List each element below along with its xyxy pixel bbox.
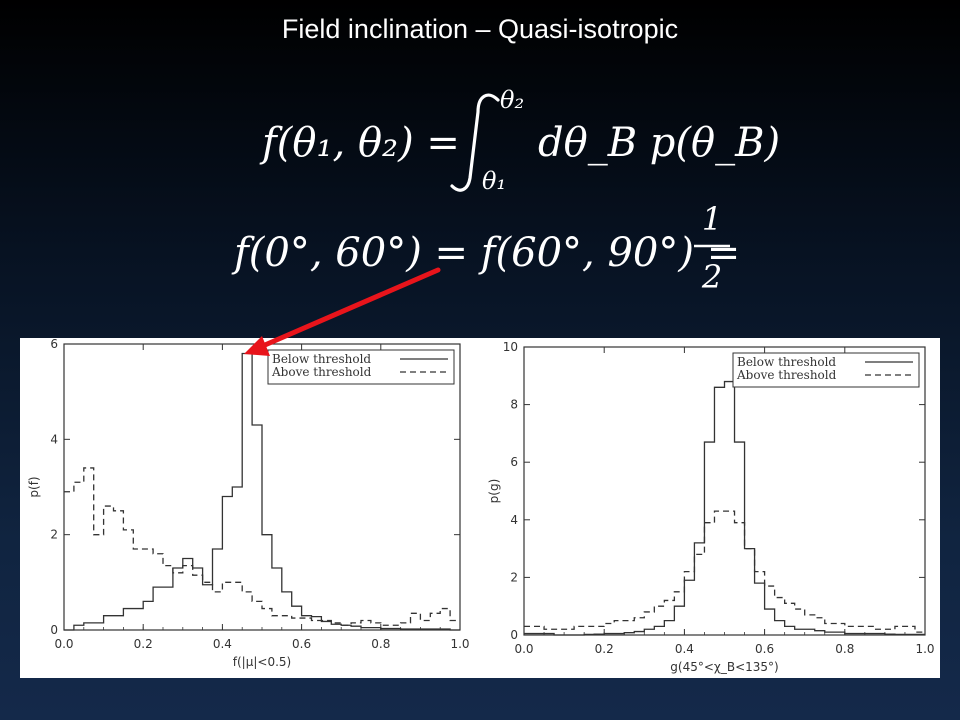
fraction-denominator: 2 [701,258,722,296]
histogram-figure: 0.0 0.2 0.4 0.6 0.8 1.0 0 2 4 6 f(|μ|<0.5) p(f) Belo… [20,338,940,678]
x-tick-label: 1.0 [450,637,469,651]
legend-entry-label: Below threshold [272,352,371,366]
y-tick-label: 2 [510,570,518,584]
y-tick-label: 6 [50,338,58,351]
y-axis-label: p(g) [487,479,501,504]
x-tick-label: 0.6 [292,637,311,651]
integral-lower-limit: θ₁ [482,167,506,195]
y-tick-label: 2 [50,528,58,542]
x-tick-label: 0.8 [371,637,390,651]
legend-entry-label: Above threshold [271,365,372,379]
x-tick-label: 0.0 [514,642,533,656]
integral-upper-limit: θ₂ [500,86,524,114]
series-line-above-threshold [524,511,925,632]
slide-title: Field inclination – Quasi-isotropic [0,14,960,45]
y-tick-label: 4 [50,432,58,446]
series-line-below-threshold [524,382,925,635]
legend-entry-label: Below threshold [737,355,836,369]
x-axis-label: g(45°<χ_B<135°) [670,660,778,674]
plot-frame [524,347,925,635]
integrand: dθ_B p(θ_B) [538,120,780,166]
x-tick-label: 0.2 [134,637,153,651]
y-tick-label: 0 [50,623,58,637]
x-tick-label: 0.2 [595,642,614,656]
x-axis-label: f(|μ|<0.5) [233,655,291,669]
equation-2-lhs: f(0°, 60°) = f(60°, 90°) = [231,230,740,276]
x-tick-label: 0.4 [213,637,232,651]
x-tick-label: 0.8 [835,642,854,656]
y-axis-label: p(f) [27,476,41,497]
equation-1-lhs: f(θ₁, θ₂) = [259,120,460,166]
x-tick-label: 0.6 [755,642,774,656]
y-tick-label: 8 [510,398,518,412]
equation-half: f(0°, 60°) = f(60°, 90°) = 1 2 [0,200,960,300]
y-tick-label: 6 [510,455,518,469]
equation-integral-svg: f(θ₁, θ₂) = θ₂ θ₁ dθ_B p(θ_B) [0,86,960,196]
series-line-below-threshold [64,354,460,630]
chart-left-fraction-mu: 0.0 0.2 0.4 0.6 0.8 1.0 0 2 4 6 f(|μ|<0.5) p(f) Belo… [27,338,470,669]
x-tick-label: 1.0 [915,642,934,656]
figure-panel: 0.0 0.2 0.4 0.6 0.8 1.0 0 2 4 6 f(|μ|<0.5) p(f) Belo… [20,338,940,678]
fraction-numerator: 1 [702,200,722,238]
equation-half-svg: f(0°, 60°) = f(60°, 90°) = 1 2 [0,200,960,300]
x-tick-label: 0.4 [675,642,694,656]
y-tick-label: 10 [503,340,518,354]
y-tick-label: 4 [510,513,518,527]
chart-right-fraction-chi: 0.0 0.2 0.4 0.6 0.8 1.0 0 2 4 6 8 10 g(45°<χ_B<135°)… [487,340,935,674]
equation-integral: f(θ₁, θ₂) = θ₂ θ₁ dθ_B p(θ_B) [0,86,960,196]
x-tick-label: 0.0 [54,637,73,651]
legend-entry-label: Above threshold [736,368,837,382]
y-tick-label: 0 [510,628,518,642]
